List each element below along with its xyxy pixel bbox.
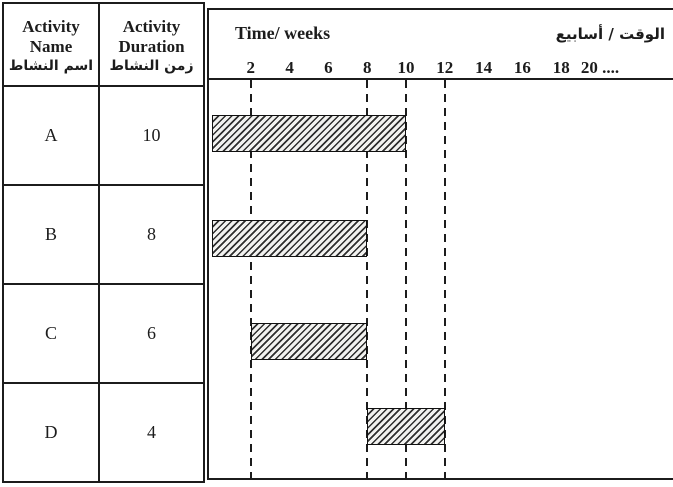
activity-duration-cell: 8 — [147, 224, 156, 244]
dashed-gridline-week-8 — [366, 80, 369, 478]
activity-name-cell: B — [4, 186, 100, 283]
activity-duration-cell: 4 — [147, 422, 156, 442]
gantt-bar-d — [367, 408, 445, 445]
activity-duration-header-ar: زمن النشاط — [109, 57, 194, 74]
activity-duration-cell: 6 — [147, 323, 156, 343]
table-row-d: D 4 — [4, 384, 203, 481]
activity-table: Activity Name اسم النشاط Activity Durati… — [2, 2, 205, 483]
activity-table-body: A 10 B 8 C 6 D 4 — [4, 87, 203, 481]
chart-header: Time/ weeks الوقت / أسابيع 2 4 6 8 10 12 14 16 1… — [209, 10, 673, 80]
gantt-chart-panel: Time/ weeks الوقت / أسابيع 2 4 6 8 10 12 14 16 1… — [207, 8, 673, 480]
activity-name-header-en: Activity Name — [22, 17, 80, 56]
plot-area — [209, 80, 673, 480]
x-tick-label-14: 14 — [475, 58, 493, 77]
time-axis-title-ar: الوقت / أسابيع — [555, 25, 665, 43]
table-row-a: A 10 — [4, 87, 203, 186]
dashed-gridline-week-10 — [405, 80, 407, 478]
gantt-bar-c — [250, 323, 368, 360]
gantt-bar-b — [212, 220, 368, 257]
activity-duration-header-en: Activity Duration — [118, 17, 185, 56]
gantt-bar-a — [212, 115, 406, 152]
x-tick-label-16: 16 — [513, 58, 531, 77]
dashed-gridline-week-2 — [249, 80, 252, 478]
x-tick-label-2: 2 — [246, 58, 256, 77]
table-row-b: B 8 — [4, 186, 203, 285]
activity-duration-cell: 10 — [142, 125, 161, 145]
table-row-c: C 6 — [4, 285, 203, 384]
activity-name-cell: C — [4, 285, 100, 382]
x-tick-label-12: 12 — [436, 58, 454, 77]
activity-duration-header-cell: Activity Duration زمن النشاط — [100, 4, 203, 85]
dashed-gridline-week-12 — [443, 80, 446, 478]
x-tick-label-20: 20 .... — [580, 58, 620, 77]
activity-name-cell: A — [4, 87, 100, 184]
x-tick-label-10: 10 — [397, 58, 415, 77]
x-tick-label-6: 6 — [324, 58, 333, 77]
time-axis-title-en: Time/ weeks — [235, 23, 331, 43]
activity-name-header-ar: اسم النشاط — [8, 57, 94, 74]
activity-table-header: Activity Name اسم النشاط Activity Durati… — [4, 4, 203, 87]
x-tick-label-18: 18 — [552, 58, 570, 77]
activity-name-header-cell: Activity Name اسم النشاط — [4, 4, 100, 85]
x-tick-label-4: 4 — [285, 58, 294, 77]
x-tick-label-8: 8 — [362, 58, 372, 77]
activity-name-cell: D — [4, 384, 100, 481]
